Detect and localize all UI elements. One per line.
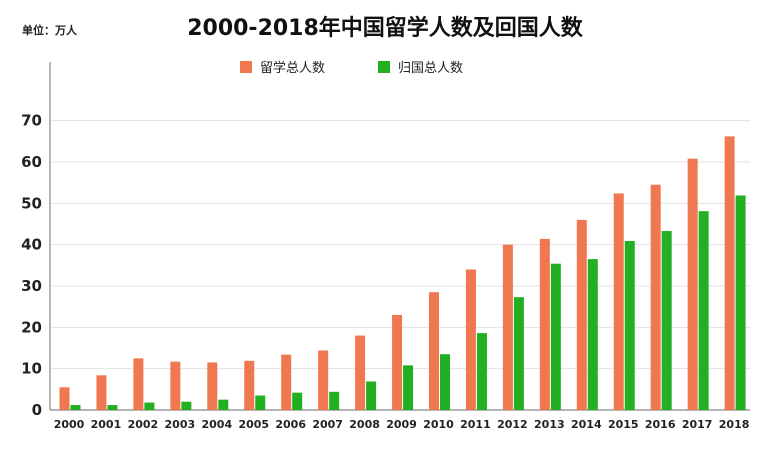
bar-returnee-2004 (218, 399, 229, 410)
bar-study-abroad-2002 (133, 358, 144, 410)
x-tick-label: 2003 (165, 418, 196, 431)
y-tick-label: 0 (32, 401, 42, 419)
chart-title: 2000-2018年中国留学人数及回国人数 (187, 16, 583, 41)
bar-returnee-2016 (661, 231, 672, 410)
x-tick-label: 2017 (682, 418, 713, 431)
legend: 留学总人数 归国总人数 (240, 60, 463, 76)
bar-study-abroad-2014 (576, 219, 587, 410)
bar-returnee-2005 (255, 395, 266, 410)
bar-study-abroad-2017 (687, 158, 698, 410)
y-tick-label: 30 (21, 277, 42, 295)
x-tick-label: 2010 (423, 418, 454, 431)
y-tick-label: 40 (21, 236, 42, 254)
y-tick-label: 60 (21, 153, 42, 171)
bar-returnee-2001 (107, 405, 118, 410)
bar-returnee-2002 (144, 402, 155, 410)
bar-study-abroad-2006 (281, 354, 292, 410)
bar-returnee-2013 (550, 263, 561, 410)
legend-item-returnee: 归国总人数 (378, 61, 463, 76)
x-tick-label: 2012 (497, 418, 528, 431)
bar-study-abroad-2009 (392, 314, 403, 410)
bar-returnee-2009 (403, 365, 414, 410)
bar-study-abroad-2013 (539, 238, 550, 410)
bar-returnee-2003 (181, 401, 192, 410)
x-tick-label: 2008 (349, 418, 380, 431)
bar-study-abroad-2016 (650, 184, 661, 410)
y-tick-label: 50 (21, 194, 42, 212)
bar-study-abroad-2004 (207, 362, 218, 410)
bar-study-abroad-2011 (465, 269, 476, 410)
bar-study-abroad-2008 (355, 335, 366, 410)
legend-label: 留学总人数 (260, 60, 325, 76)
x-tick-label: 2004 (201, 418, 232, 431)
bar-returnee-2017 (698, 211, 709, 410)
bar-study-abroad-2018 (724, 136, 735, 410)
legend-label: 归国总人数 (398, 61, 463, 76)
bar-study-abroad-2005 (244, 360, 255, 410)
legend-swatch (240, 61, 252, 73)
x-tick-label: 2011 (460, 418, 491, 431)
bar-returnee-2000 (70, 405, 81, 410)
bar-returnee-2018 (735, 195, 746, 410)
bar-returnee-2007 (329, 391, 340, 410)
bar-returnee-2008 (366, 381, 377, 410)
x-tick-label: 2005 (238, 418, 269, 431)
bar-study-abroad-2012 (502, 244, 513, 410)
x-tick-label: 2015 (608, 418, 639, 431)
y-tick-label: 20 (21, 318, 42, 336)
x-tick-label: 2001 (91, 418, 122, 431)
x-tick-label: 2007 (312, 418, 343, 431)
bar-study-abroad-2010 (429, 292, 439, 410)
bar-returnee-2015 (624, 240, 635, 410)
bar-returnee-2012 (513, 297, 524, 410)
x-tick-label: 2014 (571, 418, 602, 431)
bar-returnee-2014 (587, 259, 598, 410)
y-tick-label: 70 (21, 112, 42, 130)
x-tick-label: 2016 (645, 418, 676, 431)
legend-item-study-abroad: 留学总人数 (240, 60, 325, 76)
bar-returnee-2010 (440, 354, 450, 410)
bars (59, 136, 746, 410)
x-tick-label: 2000 (54, 418, 85, 431)
y-tick-label: 10 (21, 360, 42, 378)
tick-labels: 0 10 20 30 40 50 60 70 2000 2001 2002 2003 2004 2005 2… (21, 112, 749, 431)
bar-returnee-2006 (292, 392, 303, 410)
x-tick-label: 2018 (719, 418, 750, 431)
bar-returnee-2011 (476, 333, 487, 410)
x-tick-label: 2006 (275, 418, 306, 431)
bar-study-abroad-2003 (170, 361, 181, 410)
bar-study-abroad-2007 (318, 350, 329, 410)
x-tick-label: 2009 (386, 418, 417, 431)
bar-study-abroad-2001 (96, 375, 107, 410)
bar-study-abroad-2015 (613, 193, 624, 410)
bar-study-abroad-2000 (59, 387, 70, 410)
legend-swatch (378, 61, 390, 73)
x-tick-label: 2013 (534, 418, 565, 431)
unit-label: 单位：万人 (22, 24, 77, 37)
x-tick-label: 2002 (128, 418, 159, 431)
